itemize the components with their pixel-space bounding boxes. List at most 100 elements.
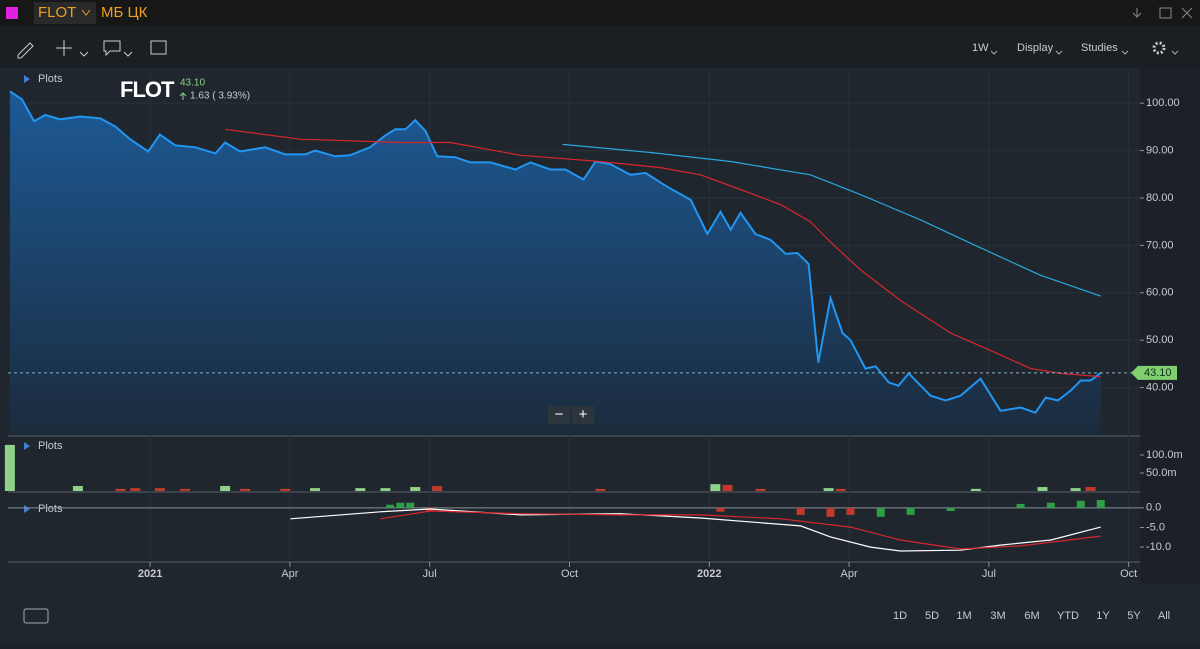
zoom-label[interactable]: − bbox=[555, 406, 564, 423]
bar bbox=[115, 488, 126, 491]
study-line bbox=[290, 508, 1101, 552]
bar bbox=[1070, 488, 1081, 491]
keyboard-icon[interactable] bbox=[23, 608, 49, 624]
bar bbox=[396, 502, 405, 508]
bar bbox=[1076, 500, 1085, 508]
y-tick-label: 100.0m bbox=[1146, 449, 1183, 461]
display-menu[interactable]: Display bbox=[1017, 42, 1054, 54]
bar bbox=[1046, 502, 1055, 508]
chart-layer: Plots 2021 Apr Jul Oct 2022 Apr Jul Oct 40.00 50.0… bbox=[4, 70, 1183, 622]
bar bbox=[1085, 487, 1096, 491]
bar bbox=[130, 488, 141, 491]
bar bbox=[823, 488, 834, 491]
pin-icon[interactable] bbox=[1132, 8, 1142, 18]
close-icon[interactable] bbox=[1181, 7, 1193, 19]
bar bbox=[410, 487, 421, 491]
bar bbox=[722, 484, 733, 491]
range-button[interactable]: YTD bbox=[1057, 610, 1079, 622]
bar bbox=[180, 488, 191, 491]
study-line bbox=[380, 510, 1101, 550]
maximize-icon[interactable] bbox=[1159, 7, 1172, 19]
annotation-tool[interactable] bbox=[103, 40, 133, 57]
bar bbox=[406, 502, 415, 508]
bar bbox=[755, 488, 766, 491]
x-tick-label: Jul bbox=[423, 568, 437, 580]
bar bbox=[946, 507, 955, 511]
zoom-button[interactable] bbox=[572, 406, 594, 424]
last-price-label: 43.10 bbox=[1144, 367, 1172, 379]
bar bbox=[1037, 487, 1048, 491]
range-button[interactable]: 3M bbox=[990, 610, 1005, 622]
bar bbox=[72, 485, 83, 491]
range-button[interactable]: 1Y bbox=[1096, 610, 1110, 622]
x-tick-label: Oct bbox=[561, 568, 578, 580]
bar bbox=[432, 485, 443, 491]
bar bbox=[220, 485, 231, 491]
bar bbox=[796, 507, 805, 515]
up-arrow bbox=[179, 92, 187, 100]
color-tag[interactable] bbox=[6, 7, 18, 19]
range-button[interactable]: 1M bbox=[956, 610, 971, 622]
bar bbox=[280, 488, 291, 491]
bar bbox=[4, 444, 15, 491]
quote-change: 1.63 ( 3.93%) bbox=[190, 91, 250, 102]
study-line bbox=[562, 143, 1101, 297]
bar bbox=[380, 488, 391, 491]
panel-label: Plots bbox=[38, 503, 63, 515]
quote-last: 43.10 bbox=[180, 78, 205, 89]
expand-icon[interactable] bbox=[24, 75, 30, 83]
bar bbox=[846, 507, 855, 515]
bar bbox=[240, 488, 251, 491]
price-axis bbox=[1140, 68, 1200, 584]
table-tool[interactable] bbox=[150, 40, 167, 55]
bar bbox=[154, 488, 165, 491]
bar bbox=[386, 504, 395, 508]
interval-menu[interactable]: 1W bbox=[972, 42, 989, 54]
range-button[interactable]: 5D bbox=[925, 610, 939, 622]
bar bbox=[906, 507, 915, 515]
symbol[interactable]: FLOT bbox=[38, 4, 76, 21]
y-tick-label: 90.00 bbox=[1146, 144, 1174, 156]
y-tick-label: -5.0 bbox=[1146, 521, 1165, 533]
studies-menu[interactable]: Studies bbox=[1081, 42, 1118, 54]
symbol-box[interactable] bbox=[34, 2, 96, 24]
bar bbox=[1096, 500, 1105, 508]
settings-icon[interactable] bbox=[1152, 41, 1166, 55]
expand-icon[interactable] bbox=[24, 442, 30, 450]
range-button[interactable]: 5Y bbox=[1127, 610, 1141, 622]
x-tick-label: Apr bbox=[281, 568, 298, 580]
y-tick-label: 40.00 bbox=[1146, 382, 1174, 394]
y-tick-label: 80.00 bbox=[1146, 192, 1174, 204]
zoom-label[interactable]: + bbox=[579, 406, 588, 423]
crosshair-tool[interactable] bbox=[56, 40, 89, 57]
study-line bbox=[225, 128, 1101, 378]
y-tick-label: 60.00 bbox=[1146, 287, 1174, 299]
expand-icon[interactable] bbox=[24, 505, 30, 513]
panel-label: Plots bbox=[38, 440, 63, 452]
bar bbox=[826, 507, 835, 517]
toolbar bbox=[0, 26, 1200, 68]
x-tick-label: Oct bbox=[1120, 568, 1137, 580]
draw-tool[interactable] bbox=[17, 42, 34, 59]
y-tick-label: -10.0 bbox=[1146, 541, 1171, 553]
y-tick-label: 70.00 bbox=[1146, 239, 1174, 251]
y-tick-label: 100.00 bbox=[1146, 97, 1180, 109]
range-button[interactable]: All bbox=[1158, 610, 1170, 622]
bar bbox=[716, 507, 725, 512]
y-tick-label: 50.0m bbox=[1146, 467, 1177, 479]
y-tick-label: 50.00 bbox=[1146, 334, 1174, 346]
panel-label: Plots bbox=[38, 73, 63, 85]
exchange[interactable]: МБ ЦК bbox=[101, 4, 148, 21]
price-area bbox=[9, 91, 1101, 436]
bar bbox=[1016, 503, 1025, 508]
zoom-button[interactable] bbox=[548, 406, 570, 424]
y-tick-label: 0.0 bbox=[1146, 502, 1161, 514]
x-tick-label: 2021 bbox=[138, 568, 162, 580]
quote-symbol: FLOT bbox=[120, 77, 175, 102]
bar bbox=[710, 484, 721, 491]
range-button[interactable]: 6M bbox=[1024, 610, 1039, 622]
bar bbox=[970, 488, 981, 491]
bar bbox=[835, 488, 846, 491]
range-button[interactable]: 1D bbox=[893, 610, 907, 622]
